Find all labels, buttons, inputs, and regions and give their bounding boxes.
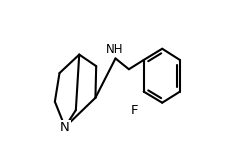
Text: F: F xyxy=(130,104,138,117)
Text: NH: NH xyxy=(106,43,123,57)
Text: N: N xyxy=(60,121,70,134)
